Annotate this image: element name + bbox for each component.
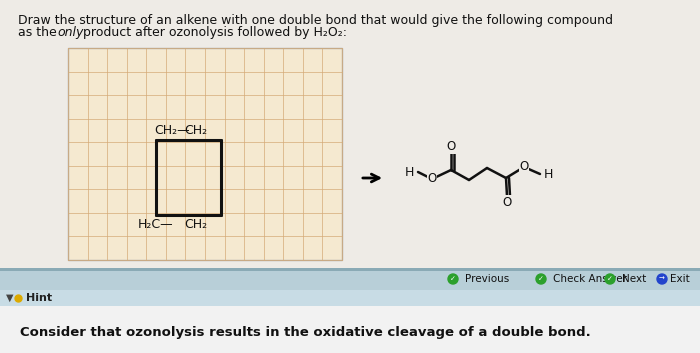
Text: CH₂: CH₂ xyxy=(184,218,207,231)
Text: CH₂—: CH₂— xyxy=(154,124,190,137)
Text: ✓: ✓ xyxy=(450,276,456,282)
Bar xyxy=(0,268,700,271)
Text: Hint: Hint xyxy=(26,293,52,303)
Text: O: O xyxy=(447,140,456,153)
Circle shape xyxy=(605,274,615,284)
Text: Draw the structure of an alkene with one double bond that would give the followi: Draw the structure of an alkene with one… xyxy=(18,14,613,27)
Bar xyxy=(68,48,342,260)
Text: only: only xyxy=(57,26,83,39)
Text: Next: Next xyxy=(622,274,646,284)
Text: product after ozonolysis followed by H₂O₂:: product after ozonolysis followed by H₂O… xyxy=(79,26,347,39)
Text: Consider that ozonolysis results in the oxidative cleavage of a double bond.: Consider that ozonolysis results in the … xyxy=(20,326,591,339)
Bar xyxy=(0,268,700,290)
Text: ✓: ✓ xyxy=(538,276,544,282)
Text: →: → xyxy=(659,276,665,282)
Circle shape xyxy=(536,274,546,284)
Bar xyxy=(0,306,700,353)
Text: O: O xyxy=(519,161,528,174)
Text: ✓: ✓ xyxy=(607,276,613,282)
Text: H: H xyxy=(544,168,554,180)
Text: H: H xyxy=(405,166,414,179)
Text: O: O xyxy=(503,196,512,209)
Text: H₂C—: H₂C— xyxy=(138,218,174,231)
Bar xyxy=(0,290,700,306)
Text: Check Answer: Check Answer xyxy=(553,274,627,284)
Circle shape xyxy=(448,274,458,284)
Text: Previous: Previous xyxy=(465,274,510,284)
Text: CH₂: CH₂ xyxy=(184,124,207,137)
Bar xyxy=(0,0,700,268)
Text: as the: as the xyxy=(18,26,61,39)
Circle shape xyxy=(657,274,667,284)
Text: Exit: Exit xyxy=(670,274,690,284)
Text: O: O xyxy=(428,173,437,185)
Text: ▼: ▼ xyxy=(6,293,13,303)
